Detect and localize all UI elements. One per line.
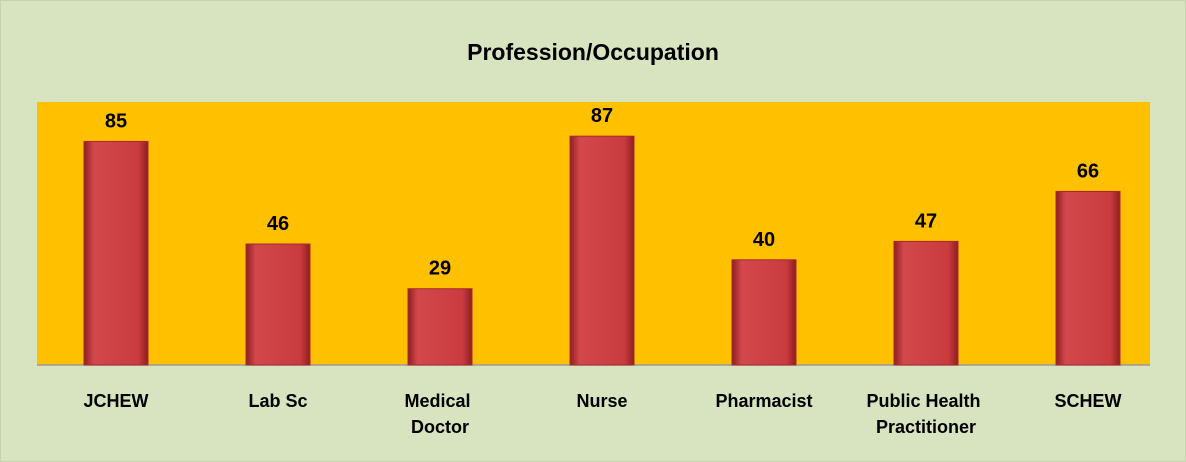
x-tick-label: Nurse	[576, 391, 627, 411]
x-tick-label: Public Health Practitioner	[866, 391, 985, 437]
x-tick-label: JCHEW	[83, 391, 148, 411]
value-label: 40	[753, 229, 775, 251]
bar	[83, 140, 149, 366]
value-label: 85	[105, 110, 127, 132]
x-tick-label: Medical Doctor	[404, 391, 475, 437]
bar	[569, 135, 635, 366]
bar	[245, 243, 311, 366]
x-tick-label: SCHEW	[1055, 391, 1122, 411]
bar	[731, 259, 797, 366]
bar	[893, 240, 959, 366]
value-label: 29	[429, 258, 451, 280]
bar	[1055, 190, 1121, 366]
value-label: 47	[915, 210, 937, 232]
value-label: 46	[267, 213, 289, 235]
value-label: 87	[591, 105, 613, 127]
x-tick-label: Lab Sc	[248, 391, 307, 411]
chart-title: Profession/Occupation	[467, 39, 719, 65]
x-tick-label: Pharmacist	[715, 391, 812, 411]
value-label: 66	[1077, 160, 1099, 182]
bar	[407, 288, 473, 366]
